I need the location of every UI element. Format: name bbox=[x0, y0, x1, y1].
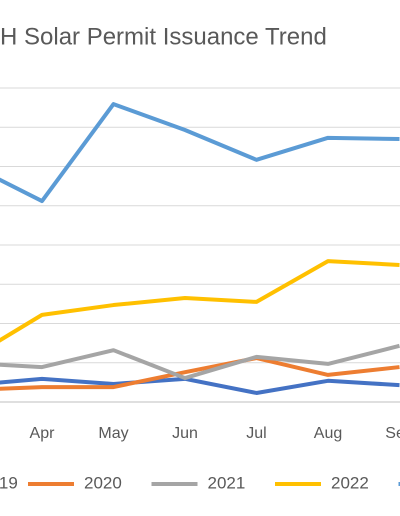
x-tick-label: May bbox=[98, 425, 128, 442]
x-tick-label: Aug bbox=[314, 425, 342, 442]
chart-title: H Solar Permit Issuance Trend bbox=[0, 23, 327, 50]
legend-label: 2022 bbox=[331, 473, 369, 492]
x-tick-label: Sep bbox=[385, 425, 400, 442]
series-line bbox=[0, 259, 400, 343]
series-line bbox=[0, 356, 400, 391]
x-tick-label: Jul bbox=[246, 425, 266, 442]
legend-label: 2019 bbox=[0, 473, 18, 492]
x-tick-label: Jun bbox=[172, 425, 198, 442]
legend-label: 2020 bbox=[84, 473, 122, 492]
series-line bbox=[0, 102, 400, 204]
legend-label: 2021 bbox=[208, 473, 246, 492]
series-line bbox=[0, 343, 400, 381]
x-tick-label: Apr bbox=[30, 425, 56, 442]
